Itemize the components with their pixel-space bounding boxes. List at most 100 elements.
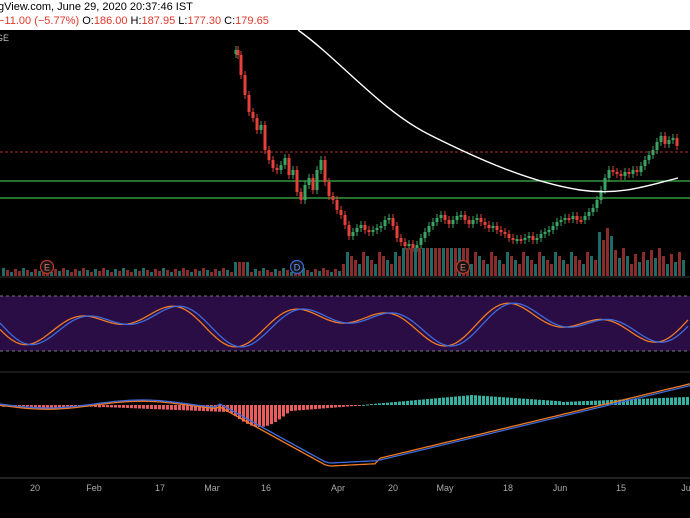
- x-tick: Ju: [681, 483, 690, 493]
- volume-bar: [566, 264, 569, 276]
- macd-histogram-bar: [394, 401, 397, 405]
- dividend-marker[interactable]: D: [289, 259, 305, 275]
- macd-histogram-bar: [190, 405, 193, 411]
- candle-body: [511, 238, 515, 240]
- volume-bar: [270, 272, 273, 276]
- macd-histogram-bar: [562, 401, 565, 405]
- candle-body: [387, 218, 391, 220]
- volume-bar: [626, 256, 629, 276]
- volume-bar: [418, 248, 421, 276]
- volume-bar: [654, 258, 657, 276]
- volume-bar: [658, 248, 661, 276]
- volume-bar: [246, 262, 249, 276]
- volume-bar: [238, 262, 241, 276]
- volume-bar: [574, 256, 577, 276]
- candle-body: [331, 196, 335, 200]
- volume-bar: [70, 272, 73, 276]
- volume-bar: [214, 269, 217, 276]
- volume-bar: [662, 256, 665, 276]
- volume-bar: [50, 272, 53, 276]
- volume-bar: [58, 271, 61, 276]
- price-pane[interactable]: GE E D E: [0, 29, 690, 278]
- macd-histogram-bar: [398, 401, 401, 405]
- candle-body: [579, 220, 583, 222]
- macd-histogram-bar: [530, 399, 533, 405]
- candle-body: [559, 220, 563, 222]
- candle-body: [259, 125, 263, 130]
- macd-histogram-bar: [374, 403, 377, 405]
- candle-body: [475, 218, 479, 220]
- macd-histogram-bar: [50, 405, 53, 408]
- volume-bar: [474, 252, 477, 276]
- macd-histogram-bar: [670, 397, 673, 405]
- macd-histogram-bar: [122, 405, 125, 408]
- macd-histogram-bar: [42, 405, 45, 408]
- candle-body: [411, 244, 415, 248]
- x-tick: 18: [503, 483, 513, 493]
- macd-histogram-bar: [286, 405, 289, 414]
- candle-body: [547, 230, 551, 232]
- candle-body: [543, 232, 547, 234]
- volume-bar: [594, 260, 597, 276]
- macd-histogram-bar: [186, 405, 189, 411]
- candle-body: [299, 192, 303, 200]
- macd-histogram-bar: [570, 401, 573, 405]
- volume-bar: [502, 264, 505, 276]
- stochastic-pane[interactable]: [0, 295, 690, 373]
- earnings-marker-1[interactable]: E: [39, 259, 55, 275]
- candle-body: [531, 236, 535, 240]
- candle-body: [539, 234, 543, 238]
- macd-histogram-bar: [18, 405, 21, 407]
- macd-pane[interactable]: [0, 383, 690, 467]
- volume-bar: [506, 252, 509, 276]
- candle-body: [571, 216, 575, 219]
- macd-histogram-bar: [66, 405, 69, 407]
- macd-histogram-bar: [426, 399, 429, 405]
- volume-bar: [154, 269, 157, 276]
- volume-bar: [586, 252, 589, 276]
- volume-bar: [254, 269, 257, 276]
- x-tick: 17: [155, 483, 165, 493]
- macd-histogram-bar: [546, 400, 549, 405]
- volume-bar: [6, 270, 9, 276]
- candle-body: [443, 215, 447, 220]
- macd-histogram-bar: [678, 397, 681, 405]
- macd-histogram-bar: [510, 397, 513, 405]
- macd-histogram-bar: [30, 405, 33, 407]
- candle-body: [419, 238, 423, 245]
- candle-body: [535, 238, 539, 240]
- macd-histogram-bar: [518, 398, 521, 405]
- volume-bar: [642, 252, 645, 276]
- candle-body: [287, 158, 291, 175]
- volume-bar: [546, 260, 549, 276]
- candle-body: [563, 218, 567, 220]
- candle-body: [311, 178, 315, 190]
- macd-histogram-bar: [290, 405, 293, 411]
- candle-body: [367, 230, 371, 232]
- candle-body: [455, 216, 459, 220]
- volume-bar: [130, 272, 133, 276]
- volume-bar: [330, 272, 333, 276]
- open-value: 186.00: [93, 15, 128, 27]
- volume-bar: [30, 272, 33, 276]
- volume-bar: [426, 248, 429, 276]
- earnings-marker-2[interactable]: E: [455, 259, 471, 275]
- volume-bar: [342, 264, 345, 276]
- volume-bar: [602, 240, 605, 276]
- volume-bar: [18, 271, 21, 276]
- time-axis[interactable]: 20 Feb 17 Mar 16 Apr 20 May 18 Jun 15 Ju: [0, 477, 690, 493]
- macd-histogram-bar: [606, 400, 609, 405]
- macd-histogram-bar: [282, 405, 285, 417]
- x-tick: Apr: [331, 483, 345, 493]
- volume-bar: [2, 268, 5, 276]
- candle-body: [243, 75, 247, 95]
- x-tick: 16: [261, 483, 271, 493]
- macd-histogram-bar: [238, 405, 241, 420]
- macd-histogram-bar: [382, 403, 385, 405]
- low-label: L:: [178, 15, 188, 27]
- macd-histogram-bar: [402, 401, 405, 405]
- macd-histogram-bar: [62, 405, 65, 408]
- volume-bar: [646, 260, 649, 276]
- macd-histogram-bar: [198, 405, 201, 411]
